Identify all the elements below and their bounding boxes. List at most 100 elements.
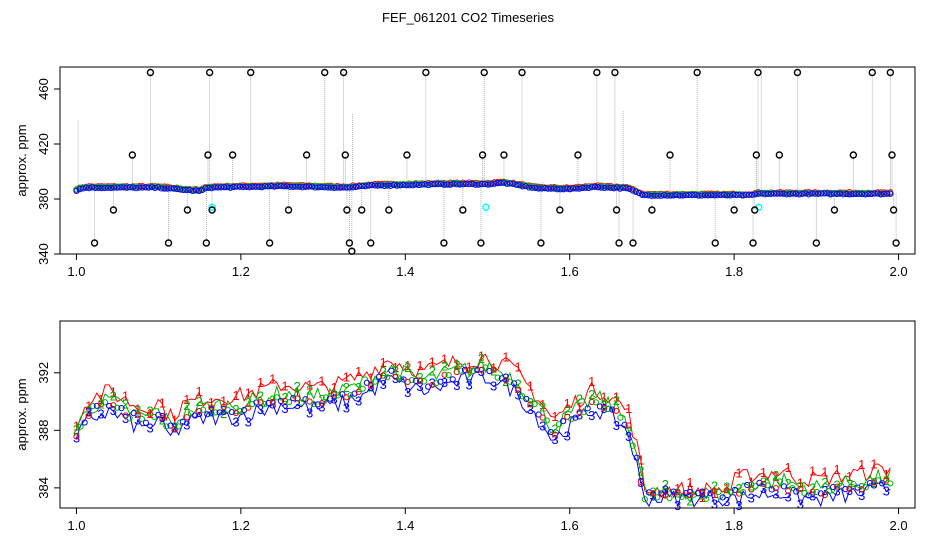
outlier-point	[202, 239, 211, 247]
x-tick-label: 1.8	[725, 264, 743, 279]
series-point-3: 3	[208, 404, 215, 419]
y-tick-label: 388	[36, 419, 51, 441]
data-point-blue	[393, 182, 401, 189]
series-point-1: 1	[367, 371, 374, 386]
series-point-3: 3	[870, 477, 877, 492]
series-point-3: 3	[306, 406, 313, 421]
data-point	[183, 414, 190, 421]
outlier-point	[265, 239, 274, 247]
data-point-blue	[550, 185, 558, 192]
data-point-blue	[195, 187, 203, 194]
data-point-blue	[525, 184, 533, 191]
series-point-2: 2	[465, 368, 472, 383]
outlier-point	[612, 206, 621, 214]
outlier-point	[518, 68, 526, 77]
data-point	[670, 488, 677, 495]
data-point	[551, 431, 559, 438]
series-point-3: 3	[858, 488, 865, 503]
series-point-2: 2	[294, 379, 301, 394]
series-point-2: 2	[306, 383, 313, 398]
series-point-1: 1	[551, 409, 558, 424]
data-point-blue	[560, 186, 567, 193]
series-point-1: 1	[294, 384, 301, 399]
series-point-3: 3	[85, 404, 92, 419]
outlier-point	[892, 239, 900, 247]
data-point-blue	[95, 184, 102, 192]
outlier-point	[385, 206, 393, 214]
data-point	[531, 401, 538, 408]
series-point-3: 3	[343, 401, 350, 416]
data-point	[543, 417, 550, 424]
series-point-2: 2	[380, 364, 387, 379]
series-point-3: 3	[367, 379, 374, 394]
series-point-3: 3	[171, 421, 178, 436]
data-point-blue	[173, 185, 181, 193]
data-point	[735, 490, 743, 497]
data-point	[273, 394, 280, 401]
data-point-blue	[616, 185, 624, 192]
outlier-point	[480, 68, 488, 77]
data-point-blue	[799, 190, 806, 197]
data-point-blue	[406, 182, 413, 189]
data-point-blue	[714, 192, 721, 199]
data-point-blue	[271, 183, 278, 190]
data-point-blue	[299, 184, 306, 191]
outlier-point	[183, 206, 192, 214]
outlier-point	[440, 239, 448, 247]
data-point-blue	[736, 191, 743, 198]
series-point-3: 3	[257, 402, 264, 417]
x-tick-label: 1.0	[67, 518, 85, 533]
data-point-blue	[142, 184, 149, 191]
data-point-blue	[265, 183, 272, 190]
data-point-blue	[126, 184, 133, 191]
data-point	[465, 367, 473, 374]
data-point-blue	[686, 191, 693, 199]
series-point-2: 2	[662, 477, 669, 492]
x-tick-label: 1.2	[232, 518, 250, 533]
data-point-blue	[362, 183, 369, 190]
outlier-point	[228, 151, 237, 159]
series-point-2: 2	[551, 421, 558, 436]
data-point-blue	[682, 191, 690, 199]
data-point-blue	[594, 184, 602, 191]
series-point-3: 3	[883, 484, 890, 499]
series-point-1: 1	[699, 490, 706, 505]
outlier-point	[615, 239, 623, 247]
series-point-3: 3	[294, 397, 301, 412]
data-point-blue	[463, 180, 470, 188]
series-point-3: 3	[159, 410, 166, 425]
outlier-point	[886, 68, 895, 77]
data-point	[678, 493, 685, 500]
data-point	[650, 490, 657, 497]
outlier-point-cyan	[482, 203, 490, 211]
x-tick-label: 1.8	[725, 518, 743, 533]
data-point-blue	[645, 192, 652, 199]
data-point-blue	[818, 190, 825, 197]
data-point-blue	[840, 191, 847, 198]
data-point-blue	[101, 184, 108, 192]
data-point-blue	[356, 183, 363, 190]
series-point-2: 2	[539, 399, 546, 414]
data-point	[470, 367, 477, 374]
series-point-3: 3	[392, 371, 399, 386]
data-point	[637, 478, 644, 486]
x-tick-label: 1.4	[396, 264, 414, 279]
data-point-blue	[591, 183, 599, 190]
data-point	[236, 407, 244, 415]
outlier-point-cyan	[208, 203, 216, 211]
data-point-blue	[676, 192, 683, 199]
series-point-1: 1	[355, 364, 362, 379]
outlier-point	[537, 239, 545, 247]
series-point-3: 3	[183, 418, 190, 433]
data-point	[502, 377, 509, 384]
data-point-blue	[400, 181, 407, 189]
series-point-1: 1	[478, 349, 485, 364]
data-point	[654, 494, 661, 501]
series-point-2: 2	[502, 374, 509, 389]
y-tick-label: 380	[36, 188, 51, 210]
data-point-blue	[208, 185, 215, 192]
data-point-blue	[862, 191, 869, 198]
data-point-blue	[111, 184, 118, 191]
series-point-2: 2	[821, 475, 828, 490]
data-point-blue	[554, 186, 561, 193]
